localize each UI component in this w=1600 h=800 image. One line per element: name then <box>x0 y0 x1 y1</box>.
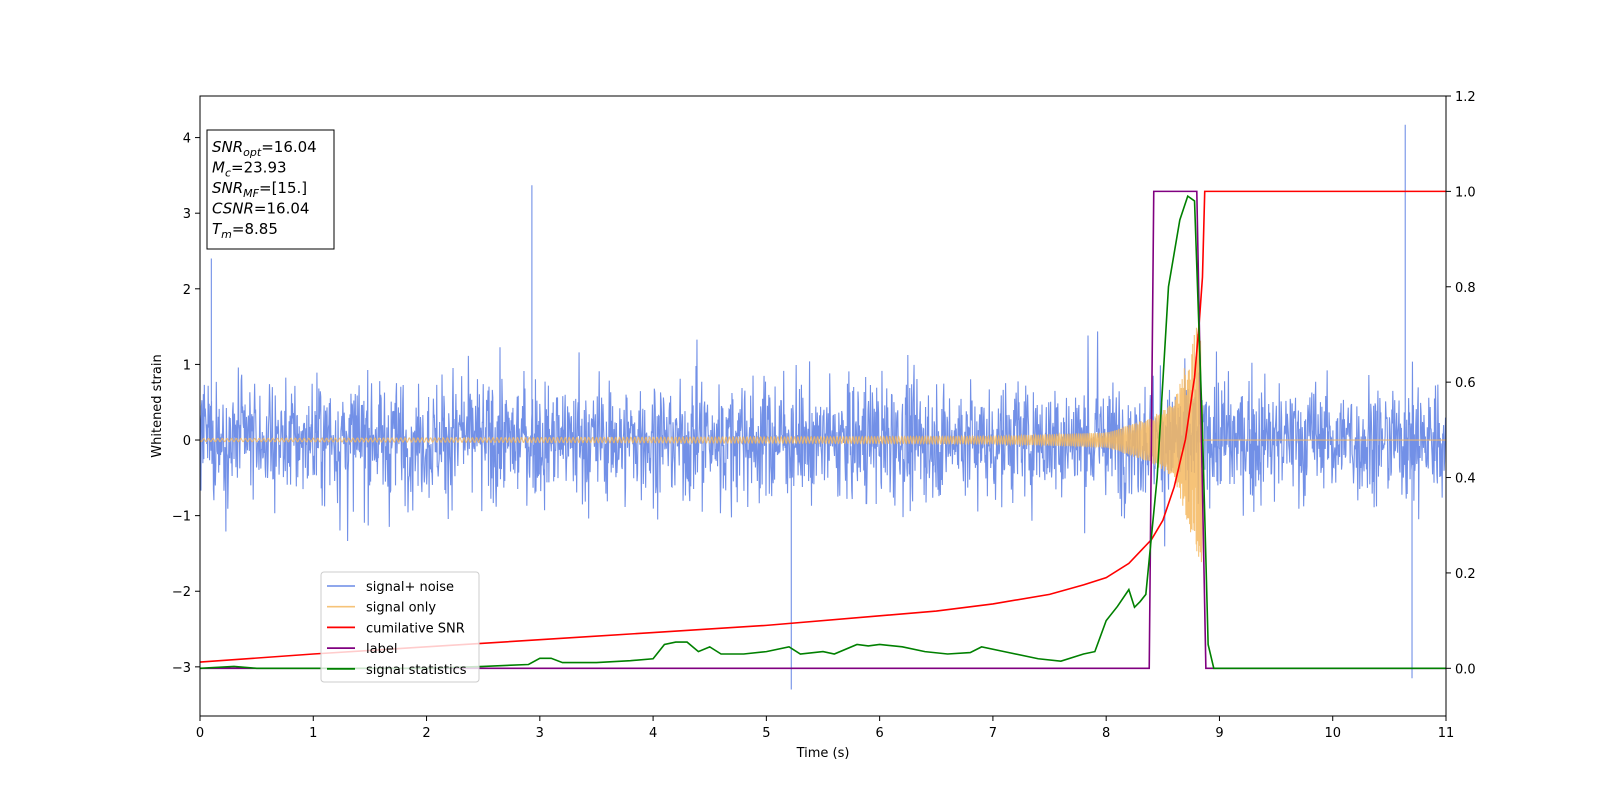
x-tick-label: 8 <box>1102 726 1110 741</box>
series-line-signal-statistics <box>200 194 1446 670</box>
y-tick-label: 0 <box>183 434 191 449</box>
plot-frame <box>199 95 1447 717</box>
info-box-line: Mc=23.93 <box>212 159 287 180</box>
y-tick-label: 1 <box>183 358 191 373</box>
y2-tick-label: 0.2 <box>1455 567 1476 582</box>
legend-label: label <box>366 642 397 657</box>
y-tick-label: 4 <box>183 132 191 147</box>
y-tick-label: −3 <box>172 661 191 676</box>
y-tick-label: −2 <box>172 585 191 600</box>
series-line-cumilative-snr <box>200 190 1446 663</box>
y2-tick-label: 0.6 <box>1455 376 1476 391</box>
x-tick-label: 5 <box>762 726 770 741</box>
x-tick-label: 9 <box>1215 726 1223 741</box>
x-tick-label: 7 <box>989 726 997 741</box>
x-tick-label: 11 <box>1438 726 1455 741</box>
x-tick-label: 10 <box>1324 726 1341 741</box>
x-tick-label: 1 <box>309 726 317 741</box>
series-line-signal-only <box>200 319 1446 563</box>
legend: signal+ noise signal only cumilative SNR la… <box>320 571 480 683</box>
y-axis-label: Whitened strain <box>150 354 165 457</box>
info-box-line: SNRMF=[15.] <box>212 179 307 200</box>
legend-label: signal statistics <box>366 663 467 678</box>
legend-label: cumilative SNR <box>366 621 465 636</box>
legend-label: signal+ noise <box>366 580 454 595</box>
legend-label: signal only <box>366 601 436 616</box>
x-tick-label: 6 <box>875 726 883 741</box>
info-box-line: SNRopt=16.04 <box>212 138 317 159</box>
y2-tick-label: 0.8 <box>1455 281 1476 296</box>
legend-frame <box>320 571 480 683</box>
y2-tick-label: 1.2 <box>1455 90 1476 105</box>
y2-tick-label: 0.4 <box>1455 472 1476 487</box>
series-line-signal-noise <box>200 124 1446 690</box>
y-tick-label: 3 <box>183 207 191 222</box>
x-tick-label: 2 <box>422 726 430 741</box>
y-tick-label: −1 <box>172 510 191 525</box>
info-box-line: CSNR=16.04 <box>212 200 309 218</box>
info-box-line: Tm=8.85 <box>212 220 278 241</box>
x-axis-label: Time (s) <box>796 746 850 761</box>
info-box: SNRopt=16.04Mc=23.93SNRMF=[15.]CSNR=16.0… <box>206 129 335 250</box>
info-box-frame <box>206 129 335 250</box>
x-tick-label: 0 <box>196 726 204 741</box>
x-tick-label: 4 <box>649 726 657 741</box>
x-tick-label: 3 <box>536 726 544 741</box>
y-tick-label: 2 <box>183 283 191 298</box>
y2-tick-label: 0.0 <box>1455 662 1476 677</box>
y2-tick-label: 1.0 <box>1455 185 1476 200</box>
